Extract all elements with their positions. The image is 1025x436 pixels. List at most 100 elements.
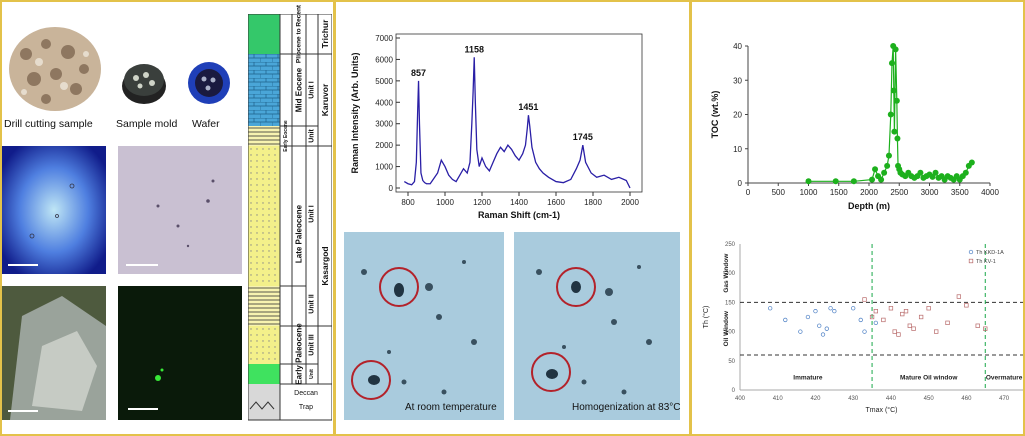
y-tick-label: 7000 (375, 34, 393, 43)
th-kkd-point (828, 306, 833, 311)
toc-point (894, 135, 901, 142)
inclusion-micrograph-room-temp (344, 232, 504, 420)
peak-label: 1745 (573, 132, 593, 142)
x-axis-label: Depth (m) (848, 201, 890, 211)
stage-pliocene: Pliocene to Recent (295, 4, 303, 64)
deccan-trap-label-2: Trap (298, 404, 314, 411)
y-tick-label: 0 (389, 184, 394, 193)
th-kv-point (975, 323, 980, 328)
stage-early-paleocene: Early Paleocene (294, 323, 304, 385)
x-tick-label: 4000 (981, 188, 999, 197)
th-kv-point (926, 306, 931, 311)
wafer-label: Wafer (192, 118, 220, 130)
plot-frame (395, 33, 643, 193)
x-tick-label: 1400 (510, 198, 528, 207)
crystal-micrograph (2, 286, 106, 420)
peak-label: 857 (411, 68, 426, 78)
y-tick-label: 20 (733, 111, 742, 120)
th-kkd-point (858, 317, 863, 323)
th-kv-point (892, 329, 897, 334)
green-fluorescence-micrograph (118, 286, 242, 420)
th-kkd-point (783, 317, 788, 323)
y-tick-label: 40 (733, 42, 742, 51)
caption-homogenization: Homogenization at 83°C (572, 402, 681, 413)
th-tmax-chart: 0 50 100 150 200 250 400 410 420 430 440 450 460 470 G… (702, 242, 1023, 414)
th-kv-point (896, 332, 901, 337)
raman-series-line (403, 57, 631, 189)
th-kkd-point (820, 332, 826, 337)
y-tick-label: 0 (738, 179, 743, 188)
th-kkd-point (851, 306, 856, 311)
th-kv-point (918, 314, 924, 320)
toc-point (929, 173, 936, 180)
x-tick-label: 1500 (830, 188, 848, 197)
toc-point (832, 178, 839, 185)
x-tick-label: 1200 (473, 198, 491, 207)
panel-divider-right (689, 0, 692, 436)
y-axis-label: TOC (wt.%) (710, 91, 720, 139)
toc-point (878, 176, 885, 183)
sample-mold-photo (122, 64, 166, 104)
th-kkd-point (813, 309, 818, 314)
x-axis-label: Tmax (°C) (866, 406, 898, 414)
x-tick-label: 440 (886, 396, 897, 402)
toc-point (892, 46, 899, 53)
legend-label: Th KKD-1A (976, 250, 1004, 256)
toc-point (968, 159, 975, 166)
th-kkd-point (824, 326, 829, 331)
zone-mature: Mature Oil window (900, 374, 958, 381)
stratigraphic-column (248, 14, 332, 421)
x-tick-label: 1800 (584, 198, 602, 207)
stage-mid-eocene: Mid Eocene (294, 67, 304, 113)
sample-mold-label: Sample mold (116, 118, 178, 130)
y-axis-label: Th (°C) (702, 306, 710, 329)
toc-point (932, 169, 939, 176)
inclusion-micrograph-homogenized (514, 232, 680, 420)
th-kv-point (907, 323, 912, 328)
x-tick-label: 430 (848, 396, 859, 402)
x-tick-label: 2000 (621, 198, 639, 207)
x-tick-label: 450 (924, 396, 935, 402)
zone-immature: Immature (793, 374, 823, 381)
x-tick-label: 1000 (800, 188, 818, 197)
toc-point (890, 87, 897, 94)
toc-point (872, 166, 879, 173)
th-kv-point (934, 329, 939, 334)
th-kv-point (964, 303, 969, 308)
y-tick-label: 50 (728, 359, 735, 365)
th-kkd-point (768, 306, 773, 311)
th-kkd-point (873, 320, 878, 325)
y-tick-label: 4000 (375, 98, 393, 107)
y-tick-label: 200 (725, 271, 736, 277)
x-axis-label: Raman Shift (cm-1) (478, 210, 560, 220)
toc-point (888, 60, 895, 67)
fluorescence-micrograph-blue (2, 146, 106, 274)
unit-label: Unit (309, 369, 315, 379)
y-tick-label: 0 (732, 388, 736, 394)
th-kv-point (888, 306, 894, 311)
x-tick-label: 470 (999, 396, 1010, 402)
toc-point (884, 162, 891, 169)
th-kv-point (945, 320, 950, 325)
zone-overmature: Overmature (986, 374, 1023, 381)
y-tick-label: 30 (733, 76, 742, 85)
toc-point (881, 169, 888, 176)
zone-oil-window: Oil Window (723, 310, 730, 346)
th-kv-point (956, 294, 962, 299)
legend-marker (968, 249, 974, 255)
th-kv-point (862, 297, 867, 302)
th-kv-point (869, 314, 875, 320)
toc-point (887, 111, 894, 118)
th-kkd-point (862, 329, 867, 334)
deccan-trap-label-1: Deccan (294, 390, 318, 397)
series-kasargod: Kasargod (320, 246, 330, 286)
x-tick-label: 1000 (436, 198, 454, 207)
toc-depth-chart: 0 10 20 30 40 0 500 1000 1500 2000 2500 3000 3500 400… (710, 42, 999, 211)
legend-label: Th KV-1 (976, 259, 996, 265)
y-tick-label: 250 (725, 242, 736, 248)
th-kkd-point (805, 314, 811, 320)
y-axis-label: Raman Intensity (Arb. Units) (350, 52, 360, 173)
peak-label: 1158 (464, 44, 484, 54)
th-kkd-point (832, 309, 837, 314)
